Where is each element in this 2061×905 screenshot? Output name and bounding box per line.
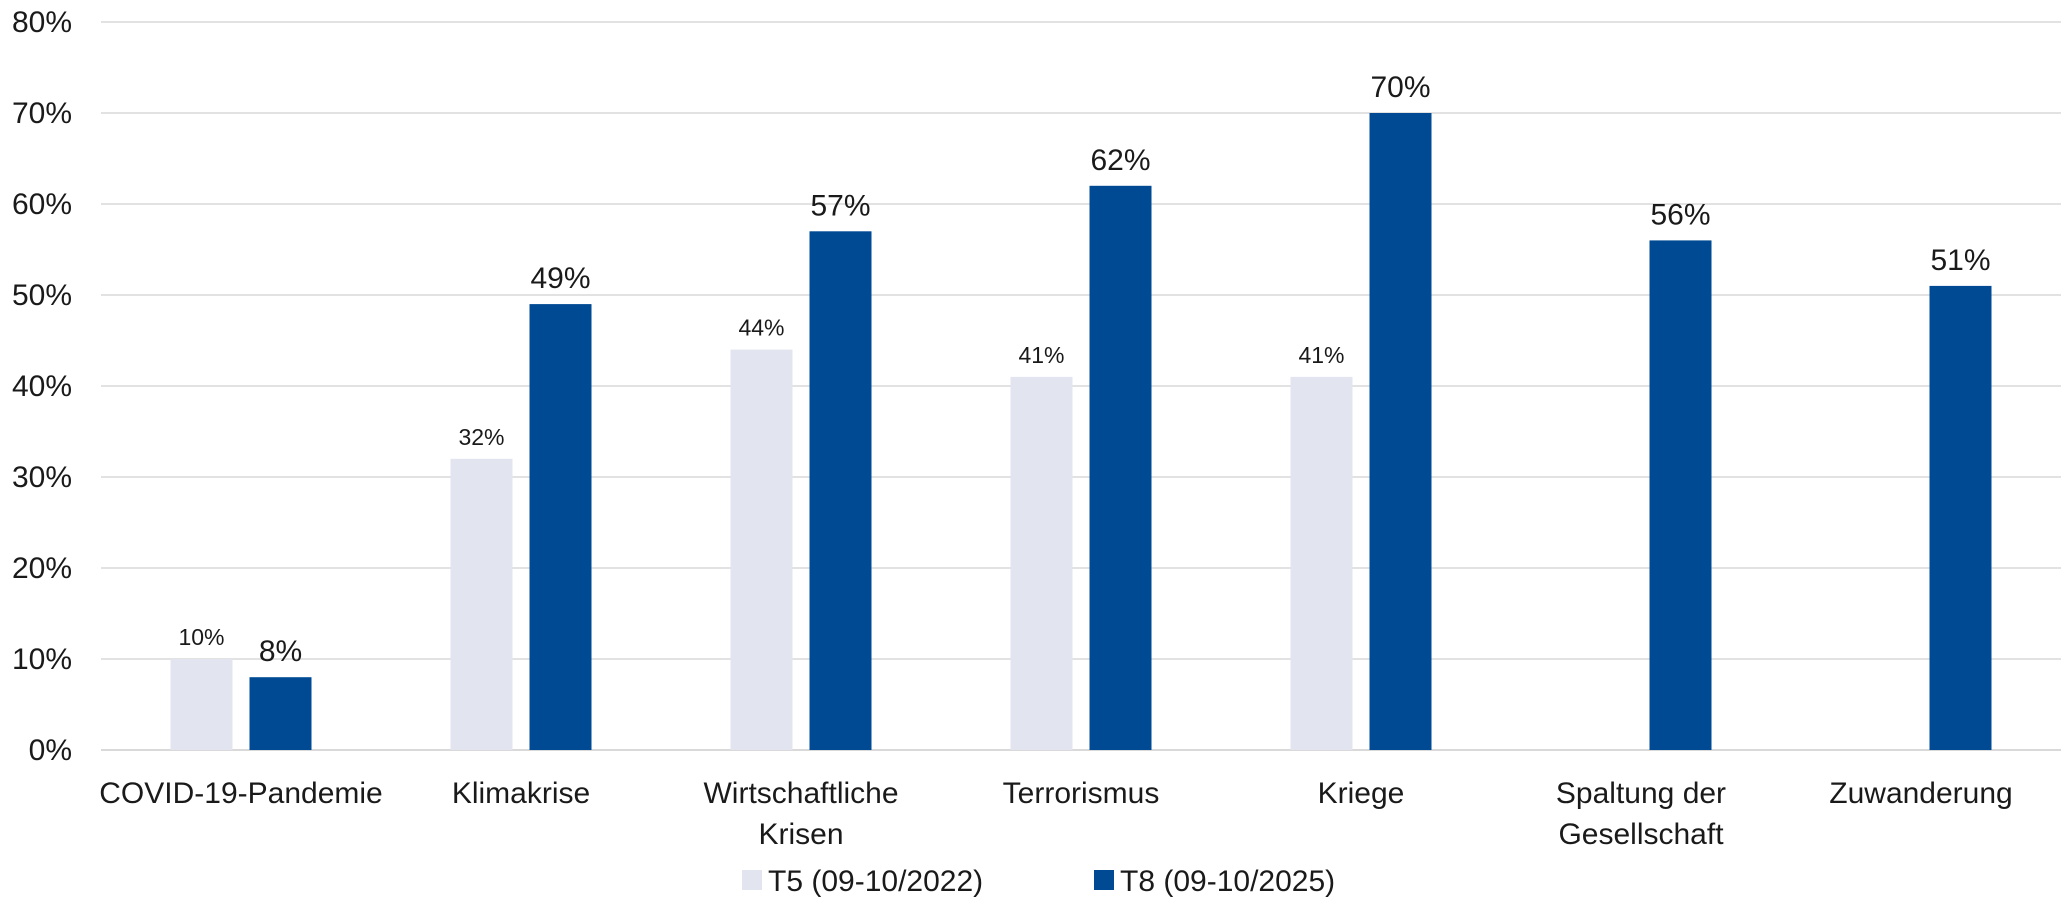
legend-swatch-t5 — [742, 870, 762, 890]
bar-t5 — [170, 659, 233, 750]
bar-t8 — [1369, 113, 1432, 750]
y-tick-label: 10% — [12, 643, 72, 676]
bars — [170, 113, 1992, 751]
y-tick-label: 80% — [12, 6, 72, 39]
x-tick-label-line: Kriege — [1318, 777, 1405, 810]
x-tick-label-line: Gesellschaft — [1558, 818, 1724, 851]
x-tick-label-line: Krisen — [758, 818, 843, 851]
y-tick-label: 0% — [29, 734, 72, 767]
data-label-t5: 10% — [178, 624, 224, 650]
x-tick-label: Wirtschaftliche Krisen — [703, 777, 898, 851]
bar-t8 — [809, 231, 872, 751]
legend: T5 (09-10/2022) T8 (09-10/2025) — [742, 865, 1335, 898]
gridlines — [101, 21, 2061, 751]
data-label-t8: 70% — [1370, 71, 1430, 104]
bar-t5 — [450, 458, 513, 750]
y-tick-label: 40% — [12, 370, 72, 403]
x-tick-label-line: Wirtschaftliche — [703, 777, 898, 810]
bar-t5 — [730, 349, 793, 750]
data-label-t8: 8% — [259, 635, 302, 668]
x-tick-label: Zuwanderung — [1829, 777, 2012, 810]
legend-label-t8: T8 (09-10/2025) — [1120, 865, 1335, 898]
bar-t5 — [1290, 376, 1353, 750]
x-tick-label-line: Terrorismus — [1003, 777, 1160, 810]
bar-t8 — [249, 677, 312, 750]
y-tick-label: 50% — [12, 279, 72, 312]
y-tick-label: 20% — [12, 552, 72, 585]
data-label-t5: 41% — [1298, 342, 1344, 368]
y-tick-label: 30% — [12, 461, 72, 494]
bar-t8 — [529, 304, 592, 750]
bar-t5 — [1010, 376, 1073, 750]
x-tick-label: Spaltung der Gesellschaft — [1556, 777, 1726, 851]
bar-t8 — [1649, 240, 1712, 750]
x-tick-label: Terrorismus — [1003, 777, 1160, 810]
x-tick-label-line: Zuwanderung — [1829, 777, 2012, 810]
x-tick-label-line: Spaltung der — [1556, 777, 1726, 810]
data-label-t8: 62% — [1090, 144, 1150, 177]
x-tick-label-line: Klimakrise — [452, 777, 590, 810]
legend-label-t5: T5 (09-10/2022) — [768, 865, 983, 898]
data-label-t8: 49% — [530, 262, 590, 295]
x-tick-label: Kriege — [1318, 777, 1405, 810]
y-tick-label: 60% — [12, 188, 72, 221]
data-label-t5: 44% — [738, 315, 784, 341]
x-tick-label: COVID-19-Pandemie — [99, 777, 382, 810]
legend-swatch-t8 — [1094, 870, 1114, 890]
bar-t8 — [1929, 285, 1992, 750]
x-axis-ticks: COVID-19-Pandemie Klimakrise Wirtschaftlic… — [99, 777, 2012, 851]
x-tick-label-line: COVID-19-Pandemie — [99, 777, 382, 810]
bar-t8 — [1089, 185, 1152, 751]
data-label-t8: 51% — [1930, 244, 1990, 277]
data-label-t8: 57% — [810, 189, 870, 222]
data-labels: 10% 8% 32% 49% 44% 57% 41% 62% 41% 70% 56% 51% — [178, 71, 1990, 668]
y-tick-label: 70% — [12, 97, 72, 130]
x-tick-label: Klimakrise — [452, 777, 590, 810]
y-axis-ticks: 0% 10% 20% 30% 40% 50% 60% 70% 80% — [12, 6, 72, 767]
data-label-t5: 41% — [1018, 342, 1064, 368]
data-label-t8: 56% — [1650, 198, 1710, 231]
data-label-t5: 32% — [458, 424, 504, 450]
